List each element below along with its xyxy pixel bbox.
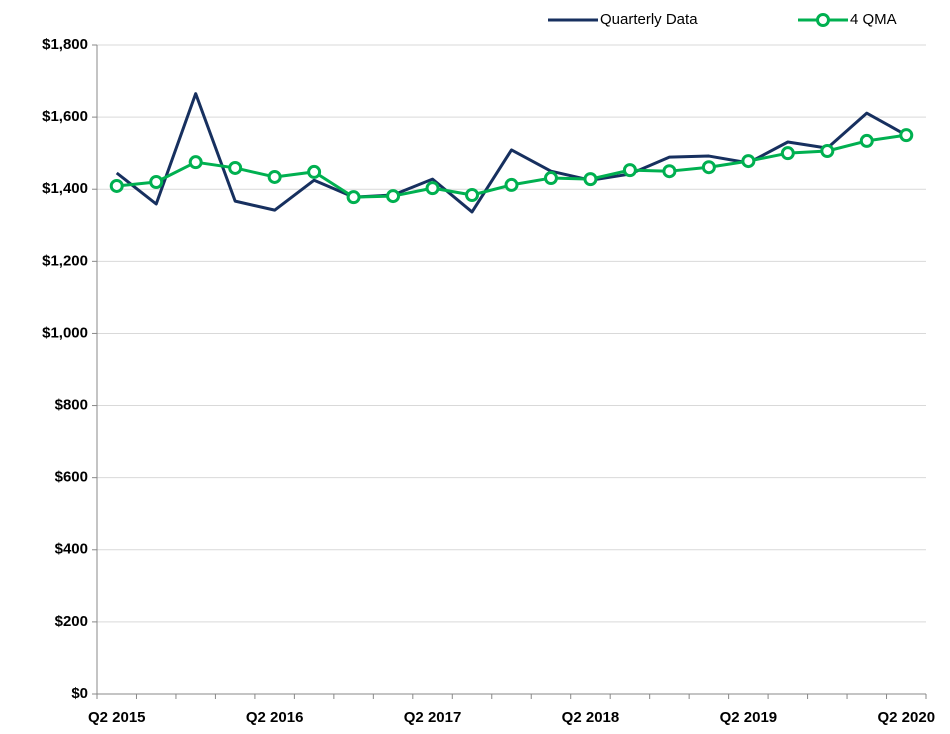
point-marker: [149, 175, 164, 190]
y-tick-label: $1,200: [42, 252, 88, 269]
point-marker: [109, 178, 124, 193]
x-tick-label: Q2 2020: [877, 709, 935, 726]
x-tick-label: Q2 2019: [720, 709, 778, 726]
y-tick-label: $800: [55, 397, 88, 414]
point-marker: [701, 160, 716, 175]
y-tick-label: $1,600: [42, 108, 88, 125]
point-marker: [662, 164, 677, 179]
point-marker: [741, 154, 756, 169]
y-tick-label: $600: [55, 469, 88, 486]
point-marker: [780, 146, 795, 161]
x-tick-label: Q2 2016: [246, 709, 304, 726]
point-marker: [228, 160, 243, 175]
point-marker: [622, 163, 637, 178]
y-tick-label: $200: [55, 613, 88, 630]
x-tick-label: Q2 2015: [88, 709, 146, 726]
point-marker: [465, 187, 480, 202]
point-marker: [346, 190, 361, 205]
series-line: [115, 92, 907, 214]
point-marker: [583, 172, 598, 187]
y-tick-label: $400: [55, 541, 88, 558]
y-tick-label: $1,400: [42, 180, 88, 197]
point-marker: [820, 144, 835, 159]
point-marker: [899, 128, 914, 143]
point-marker: [859, 133, 874, 148]
point-marker: [504, 177, 519, 192]
y-tick-label: $0: [71, 685, 88, 702]
x-tick-label: Q2 2017: [404, 709, 462, 726]
point-marker: [425, 181, 440, 196]
point-marker: [307, 164, 322, 179]
legend-label: Quarterly Data: [600, 11, 698, 28]
point-marker: [386, 189, 401, 204]
point-marker: [188, 155, 203, 170]
legend-label: 4 QMA: [850, 11, 897, 28]
legend-marker: [816, 13, 830, 27]
point-marker: [267, 169, 282, 184]
y-tick-label: $1,000: [42, 324, 88, 341]
point-marker: [543, 171, 558, 186]
x-tick-label: Q2 2018: [562, 709, 620, 726]
y-tick-label: $1,800: [42, 36, 88, 53]
